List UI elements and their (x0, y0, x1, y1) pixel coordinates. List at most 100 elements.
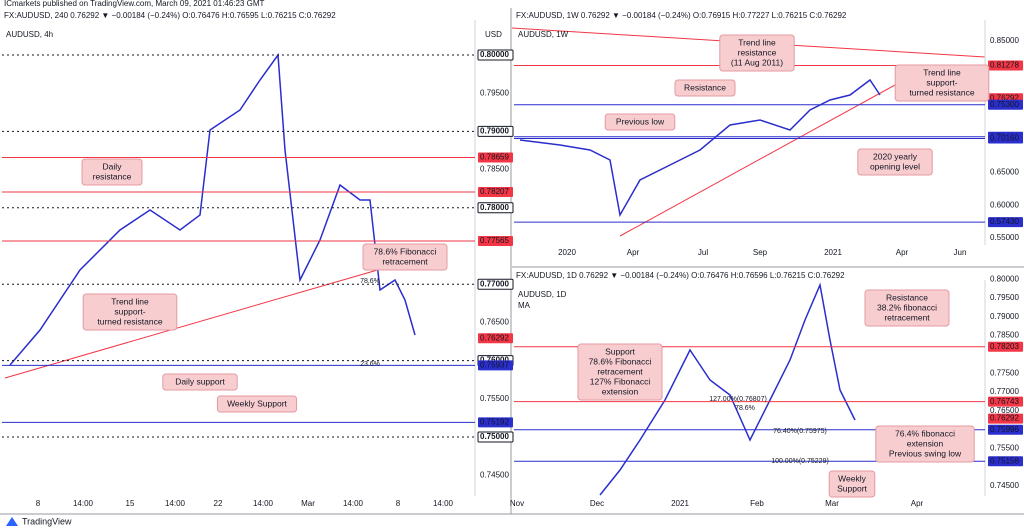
annotation-box (162, 373, 238, 391)
price-label: 0.79000 (990, 312, 1019, 321)
annotation-text: resistance (93, 171, 132, 181)
price-label: 0.79500 (480, 88, 509, 97)
annotation-box (875, 425, 975, 463)
currency: USD (485, 30, 502, 39)
time-label: 2021 (671, 499, 689, 508)
fib-label: 76.40%(0.75975) (773, 428, 827, 435)
annotation-text: 76.4% fibonacci (895, 428, 955, 438)
price-tag (477, 202, 514, 214)
price-tag (477, 278, 514, 290)
price-tag (478, 152, 513, 163)
price-label: 0.76292 (480, 333, 509, 342)
price-label: 0.57430 (990, 217, 1019, 226)
fib-label: 127.00%(0.76807) (709, 396, 767, 403)
annotation-box (577, 343, 663, 401)
price-label: 0.75996 (990, 425, 1019, 434)
price-label: 0.77500 (990, 368, 1019, 377)
info-line: FX:AUDUSD, 1W 0.76292 ▼ −0.00184 (−0.24%… (516, 11, 847, 20)
fib-label: 78.6% (735, 405, 755, 412)
price-tag (478, 417, 513, 428)
annotation-box (719, 34, 795, 72)
time-label: 8 (36, 499, 41, 508)
price-label: 0.78000 (480, 203, 509, 212)
annotation-text: Daily (103, 161, 123, 171)
time-label: 14:00 (433, 499, 454, 508)
annotation-box (857, 148, 933, 176)
annotation-box (674, 79, 736, 97)
annotation-text: retracement (597, 366, 643, 376)
price-label: 0.79500 (990, 293, 1019, 302)
time-label: 8 (396, 499, 401, 508)
price-tag (477, 49, 514, 61)
time-label: Apr (896, 248, 909, 257)
time-label: Jul (698, 248, 708, 257)
annotation-text: Trend line (111, 296, 149, 306)
annotation-text: Resistance (886, 292, 928, 302)
price-path (599, 282, 856, 496)
footer: TradingView (22, 516, 72, 526)
time-label: 14:00 (73, 499, 94, 508)
price-label: 0.65000 (990, 168, 1019, 177)
info-line: FX:AUDUSD, 1D 0.76292 ▼ −0.00184 (−0.24%… (516, 271, 845, 280)
annotation-box (216, 395, 298, 413)
price-label: 0.78207 (480, 187, 509, 196)
price-label: 0.76292 (990, 93, 1019, 102)
price-label: 0.76500 (480, 318, 509, 327)
annotation-text: 78.6% Fibonacci (589, 356, 652, 366)
annotation-text: Previous low (616, 116, 665, 126)
price-label: 0.55000 (990, 233, 1019, 242)
annotation-text: support- (114, 306, 145, 316)
price-tag (988, 396, 1023, 407)
time-label: Jun (954, 248, 967, 257)
price-tag (477, 431, 514, 443)
price-tag (988, 341, 1023, 352)
time-label: Apr (911, 499, 924, 508)
time-label: Mar (825, 499, 839, 508)
price-label: 0.77000 (990, 387, 1019, 396)
annotation-text: Weekly (838, 473, 866, 483)
annotation-text: Support (605, 346, 635, 356)
time-label: 2021 (824, 248, 842, 257)
price-label: 0.77000 (480, 279, 509, 288)
trend-line (4, 261, 406, 379)
price-tag (478, 186, 513, 197)
price-label: 0.76743 (990, 397, 1019, 406)
price-tag (988, 133, 1023, 144)
annotation-text: extension (907, 438, 944, 448)
annotation-box (604, 113, 676, 131)
price-label: 0.76000 (480, 356, 509, 365)
time-label: 15 (126, 499, 135, 508)
annotation-text: 127% Fibonacci (590, 376, 651, 386)
panel-title: AUDUSD, 1D (518, 290, 567, 299)
annotation-box (864, 289, 950, 327)
time-label: Feb (750, 499, 764, 508)
annotation-box (894, 64, 990, 102)
price-tag (478, 333, 513, 344)
annotation-text: Previous swing low (889, 448, 962, 458)
price-tag (988, 60, 1023, 71)
panel-title: AUDUSD, 4h (6, 30, 53, 39)
fib-label: 23.6% (360, 361, 380, 368)
annotation-text: extension (602, 386, 639, 396)
price-label: 0.78203 (990, 342, 1019, 351)
time-label: 14:00 (253, 499, 274, 508)
price-label: 0.76292 (990, 414, 1019, 423)
indicator: MA (518, 301, 531, 310)
annotation-text: Weekly Support (227, 398, 287, 408)
time-label: Apr (627, 248, 640, 257)
price-label: 0.85000 (990, 36, 1019, 45)
price-label: 0.70160 (990, 134, 1019, 143)
time-label: 2020 (558, 248, 576, 257)
annotation-box (81, 158, 143, 186)
price-label: 0.75000 (480, 432, 509, 441)
annotation-text: Daily support (175, 376, 225, 386)
time-label: 14:00 (165, 499, 186, 508)
fib-label: 78.6% (360, 278, 380, 285)
price-label: 0.75500 (990, 444, 1019, 453)
price-tag (988, 424, 1023, 435)
price-label: 0.78659 (480, 153, 509, 162)
header: ICmarkets published on TradingView.com, … (4, 0, 265, 8)
price-path (519, 78, 881, 218)
price-label: 0.79000 (480, 127, 509, 136)
